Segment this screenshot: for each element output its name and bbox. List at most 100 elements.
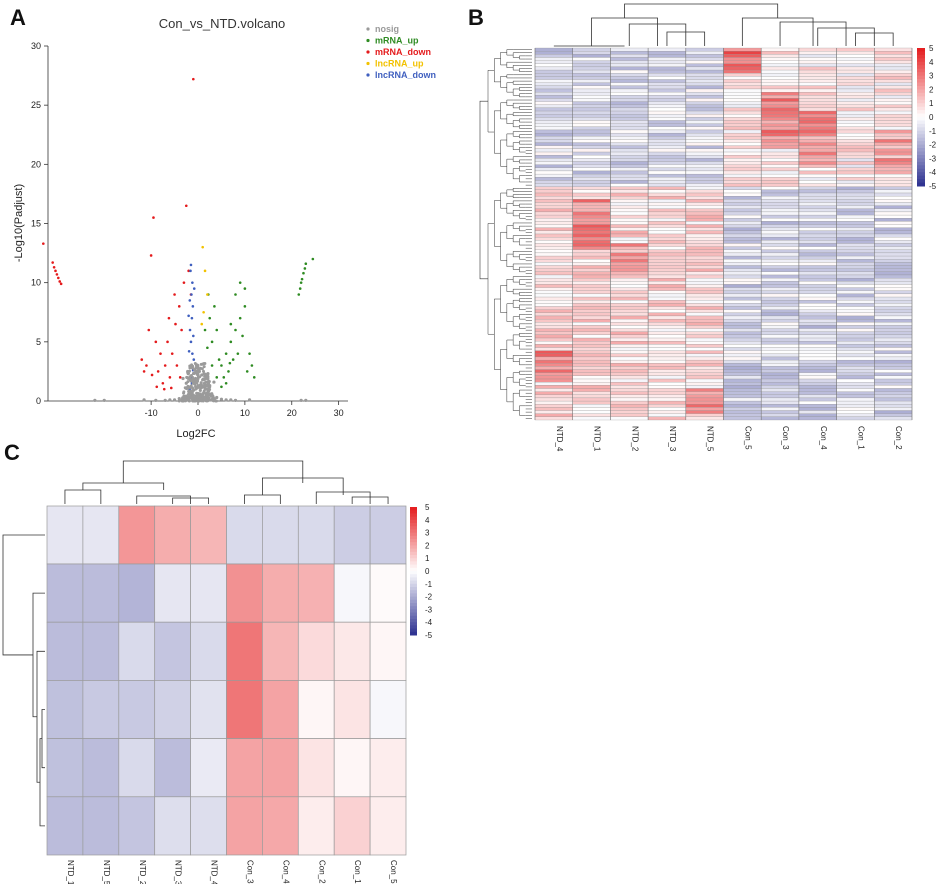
heatmap-b-cell	[874, 287, 913, 291]
heatmap-b-cell	[685, 82, 724, 86]
volcano-point-nosig	[193, 396, 197, 400]
heatmap-c-cell	[226, 621, 263, 681]
heatmap-b-cell	[723, 180, 762, 184]
dendrogram-branch	[519, 298, 526, 303]
heatmap-b-cell	[761, 344, 800, 348]
volcano-point-lncRNA_down	[189, 269, 192, 273]
heatmap-b-cell	[572, 274, 611, 279]
heatmap-b-cell	[534, 82, 573, 86]
heatmap-b-cell	[761, 400, 800, 405]
heatmap-b-cell	[874, 347, 913, 351]
heatmap-b-cell	[610, 142, 649, 146]
heatmap-b-cell	[836, 246, 875, 250]
heatmap-b-cell	[647, 281, 686, 285]
heatmap-b-cell	[572, 202, 611, 206]
heatmap-c-col-label: Con_5	[389, 860, 398, 884]
volcano-point-mRNA_down	[159, 352, 162, 355]
heatmap-b-cell	[874, 296, 913, 301]
heatmap-b-cell	[836, 167, 875, 172]
heatmap-c-cell	[46, 796, 84, 856]
heatmap-b-cell	[761, 164, 800, 168]
volcano-point-mRNA_up	[243, 305, 247, 308]
heatmap-b-cell	[723, 293, 762, 298]
heatmap-b-cell	[647, 221, 686, 225]
volcano-point-mRNA_down	[52, 265, 56, 269]
heatmap-b-cell	[647, 196, 686, 200]
heatmap-b-cell	[874, 328, 913, 332]
heatmap-b-cell	[534, 183, 573, 187]
heatmap-b-cell	[610, 350, 649, 354]
heatmap-b-cell	[610, 110, 649, 115]
heatmap-b-cell	[685, 192, 724, 197]
heatmap-b-cell	[572, 132, 611, 137]
heatmap-b-scale-segment	[917, 175, 925, 180]
heatmap-b-cell	[723, 322, 762, 326]
volcano-point-nosig	[154, 398, 158, 403]
panel-c-label: C	[4, 440, 20, 465]
volcano-point-nosig	[168, 398, 172, 402]
heatmap-b-cell	[836, 120, 875, 124]
heatmap-b-cell	[723, 243, 762, 247]
heatmap-b-cell	[685, 161, 724, 165]
heatmap-b-cell	[761, 82, 800, 86]
heatmap-b-cell	[647, 224, 686, 228]
dendrogram-branch	[519, 358, 526, 366]
heatmap-b-cell	[874, 322, 913, 326]
heatmap-b-cell	[534, 394, 573, 399]
heatmap-b-cell	[647, 255, 686, 260]
heatmap-b-cell	[685, 306, 724, 310]
heatmap-b-cell	[610, 63, 649, 68]
heatmap-b-cell	[647, 177, 686, 181]
heatmap-b-cell	[836, 47, 875, 52]
heatmap-b-cell	[761, 416, 800, 421]
heatmap-b-col-label: Con_2	[894, 426, 903, 450]
heatmap-b-cell	[798, 114, 837, 118]
heatmap-b-cell	[572, 101, 611, 105]
heatmap-b-cell	[798, 199, 837, 203]
heatmap-b-cell	[685, 337, 724, 342]
dendrogram-branch	[41, 709, 45, 769]
heatmap-b-cell	[761, 388, 800, 392]
heatmap-b-cell	[723, 104, 762, 109]
heatmap-b-cell	[874, 255, 913, 260]
heatmap-b-cell	[836, 151, 875, 156]
heatmap-b-cell	[798, 126, 837, 131]
heatmap-b-cell	[534, 385, 573, 389]
heatmap-b-cell	[723, 366, 762, 370]
volcano-point-mRNA_up	[220, 385, 223, 389]
heatmap-b-cell	[761, 120, 800, 124]
heatmap-b-cell	[685, 274, 724, 279]
heatmap-b-cell	[723, 82, 762, 86]
heatmap-b-cell	[572, 85, 611, 90]
volcano-point-mRNA_up	[229, 322, 233, 326]
heatmap-b-cell	[610, 303, 649, 307]
volcano-point-mRNA_up	[215, 328, 219, 332]
heatmap-b-cell	[610, 218, 649, 222]
heatmap-b-cell	[572, 54, 611, 58]
heatmap-b-cell	[723, 218, 762, 222]
heatmap-b-cell	[685, 199, 724, 203]
heatmap-b-cell	[798, 262, 837, 266]
heatmap-b-cell	[534, 334, 573, 339]
dendrogram-branch	[519, 333, 526, 337]
heatmap-b-cell	[723, 199, 762, 203]
heatmap-c-cell	[369, 563, 407, 623]
heatmap-b-cell	[836, 173, 875, 178]
heatmap-b-cell	[761, 407, 800, 411]
heatmap-b-cell	[836, 230, 875, 235]
heatmap-b-cell	[534, 60, 573, 64]
heatmap-b-cell	[610, 186, 649, 190]
heatmap-b-cell	[572, 400, 611, 405]
heatmap-b-cell	[647, 170, 686, 175]
heatmap-b-cell	[572, 353, 611, 358]
heatmap-b-cell	[836, 196, 875, 200]
heatmap-b-cell	[685, 246, 724, 250]
heatmap-b-cell	[723, 397, 762, 402]
heatmap-b-cell	[610, 312, 649, 317]
heatmap-b-cell	[836, 240, 875, 244]
dendrogram-branch	[519, 134, 526, 139]
dendrogram-branch	[519, 254, 526, 260]
heatmap-b-cell	[572, 262, 611, 266]
heatmap-b-cell	[723, 337, 762, 342]
heatmap-b-cell	[685, 63, 724, 68]
